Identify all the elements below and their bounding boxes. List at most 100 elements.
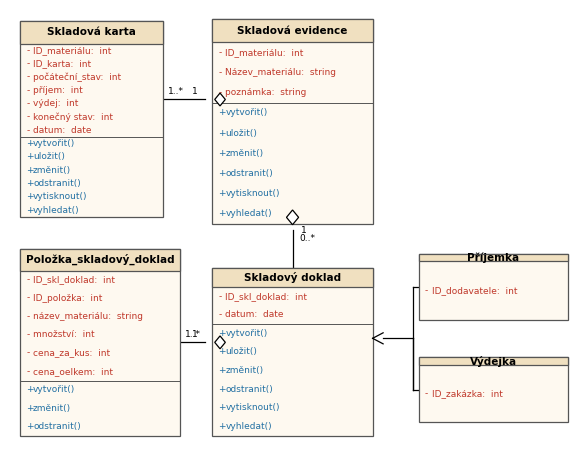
Text: vytisknout(): vytisknout() — [225, 189, 280, 198]
Text: +: + — [218, 403, 226, 412]
Text: -: - — [26, 294, 29, 302]
Text: uložit(): uložit() — [225, 348, 257, 356]
Text: -: - — [218, 310, 222, 319]
FancyBboxPatch shape — [212, 267, 373, 287]
Text: konečný stav:  int: konečný stav: int — [33, 112, 113, 122]
Text: -: - — [26, 367, 29, 376]
FancyBboxPatch shape — [20, 249, 181, 271]
Text: -: - — [425, 389, 428, 398]
Text: vytisknout(): vytisknout() — [225, 403, 280, 412]
Text: vytvořit(): vytvořit() — [225, 109, 268, 117]
Text: ID_zakázka:  int: ID_zakázka: int — [432, 389, 503, 398]
Text: -: - — [425, 287, 428, 295]
Text: -: - — [218, 68, 222, 77]
Text: -: - — [218, 89, 222, 97]
Text: +: + — [26, 166, 34, 175]
Text: ID_materiálu:  int: ID_materiálu: int — [225, 48, 303, 57]
Text: +: + — [26, 192, 34, 201]
FancyBboxPatch shape — [212, 267, 373, 436]
Text: 0..*: 0..* — [299, 234, 316, 243]
Text: +: + — [218, 109, 226, 117]
Text: odstranit(): odstranit() — [33, 422, 81, 431]
Text: +: + — [218, 169, 226, 178]
Text: ID_materiálu:  int: ID_materiálu: int — [33, 46, 112, 55]
Text: odstranit(): odstranit() — [225, 169, 273, 178]
FancyBboxPatch shape — [212, 19, 373, 224]
Text: změnit(): změnit() — [33, 166, 71, 175]
Text: +: + — [218, 129, 226, 137]
Text: +: + — [26, 206, 34, 215]
Text: cena_oelkem:  int: cena_oelkem: int — [33, 367, 113, 376]
Text: Výdejka: Výdejka — [470, 356, 517, 367]
Text: změnit(): změnit() — [33, 404, 71, 412]
Text: cena_za_kus:  int: cena_za_kus: int — [33, 349, 110, 357]
Text: -: - — [26, 59, 29, 68]
Text: název_materiálu:  string: název_materiálu: string — [33, 312, 143, 321]
Text: ID_položka:  int: ID_položka: int — [33, 294, 102, 302]
Text: +: + — [26, 152, 34, 161]
Text: vyhledat(): vyhledat() — [225, 422, 272, 431]
Text: ID_dodavatele:  int: ID_dodavatele: int — [432, 287, 517, 295]
Text: změnit(): změnit() — [225, 366, 263, 375]
Text: +: + — [218, 348, 226, 356]
Text: počáteční_stav:  int: počáteční_stav: int — [33, 72, 121, 82]
Text: +: + — [26, 404, 34, 412]
Text: -: - — [26, 330, 29, 339]
Text: -: - — [26, 126, 29, 135]
Text: Skladová karta: Skladová karta — [47, 27, 136, 37]
FancyBboxPatch shape — [419, 357, 568, 365]
Text: +: + — [218, 209, 226, 218]
Text: -: - — [26, 73, 29, 82]
FancyBboxPatch shape — [419, 254, 568, 261]
Text: vytvořit(): vytvořit() — [33, 139, 75, 148]
Text: -: - — [218, 48, 222, 57]
Text: -: - — [218, 292, 222, 301]
Polygon shape — [215, 336, 225, 349]
Text: +: + — [218, 366, 226, 375]
Text: změnit(): změnit() — [225, 149, 263, 158]
Text: 1: 1 — [192, 329, 198, 339]
Text: +: + — [26, 422, 34, 431]
Polygon shape — [215, 93, 225, 106]
Text: datum:  date: datum: date — [33, 126, 92, 135]
Text: vyhledat(): vyhledat() — [225, 209, 272, 218]
FancyBboxPatch shape — [212, 19, 373, 42]
FancyBboxPatch shape — [419, 357, 568, 422]
Text: Příjemka: Příjemka — [467, 252, 520, 263]
Text: +: + — [26, 385, 34, 394]
FancyBboxPatch shape — [20, 21, 163, 44]
Text: ID_skl_doklad:  int: ID_skl_doklad: int — [225, 292, 308, 301]
Text: +: + — [26, 179, 34, 188]
Text: 1: 1 — [301, 226, 307, 235]
Text: Název_materiálu:  string: Název_materiálu: string — [225, 68, 336, 77]
Text: 1..*: 1..* — [185, 329, 201, 339]
Polygon shape — [286, 210, 299, 225]
Text: -: - — [26, 312, 29, 321]
FancyBboxPatch shape — [20, 249, 181, 436]
Text: -: - — [26, 46, 29, 55]
Text: ID_skl_doklad:  int: ID_skl_doklad: int — [33, 275, 115, 284]
Text: datum:  date: datum: date — [225, 310, 284, 319]
Text: vytisknout(): vytisknout() — [33, 192, 88, 201]
Text: uložit(): uložit() — [33, 152, 65, 161]
Text: Položka_skladový_doklad: Položka_skladový_doklad — [26, 254, 175, 266]
Text: příjem:  int: příjem: int — [33, 86, 83, 95]
Text: +: + — [218, 329, 226, 338]
Text: ID_karta:  int: ID_karta: int — [33, 59, 91, 68]
Text: vyhledat(): vyhledat() — [33, 206, 80, 215]
Text: Skladový doklad: Skladový doklad — [244, 272, 341, 283]
Text: 1..*: 1..* — [168, 87, 183, 96]
Text: +: + — [218, 422, 226, 431]
Text: -: - — [26, 349, 29, 357]
Text: Skladová evidence: Skladová evidence — [238, 26, 348, 36]
Text: -: - — [26, 99, 29, 108]
Text: 1: 1 — [192, 87, 198, 96]
FancyBboxPatch shape — [20, 21, 163, 217]
Text: vytvořit(): vytvořit() — [33, 385, 75, 394]
Text: -: - — [26, 86, 29, 95]
Text: odstranit(): odstranit() — [225, 384, 273, 394]
Text: výdej:  int: výdej: int — [33, 99, 78, 108]
Text: -: - — [26, 275, 29, 284]
Text: poznámka:  string: poznámka: string — [225, 89, 307, 97]
Text: množství:  int: množství: int — [33, 330, 95, 339]
